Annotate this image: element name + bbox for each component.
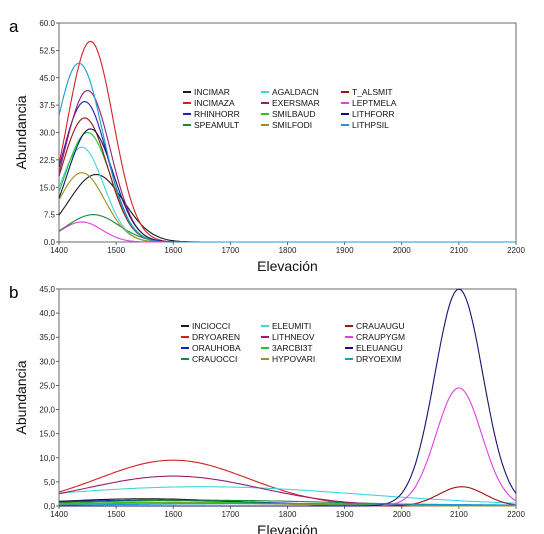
- legend-label: DRYOEXIM: [356, 354, 401, 364]
- legend-label: INCIMAZA: [194, 98, 235, 108]
- y-axis-label: Abundancia: [13, 95, 29, 169]
- y-tick-label: 0.0: [44, 238, 56, 247]
- legend-label: EXERSMAR: [272, 98, 320, 108]
- x-tick-label: 1900: [336, 246, 354, 255]
- legend-label: SMILBAUD: [272, 109, 315, 119]
- x-axis-label: Elevación: [257, 522, 318, 534]
- y-tick-label: 22.5: [39, 156, 55, 165]
- legend-label: CRAUAUGU: [356, 321, 405, 331]
- legend-label: LEPTMELA: [352, 98, 397, 108]
- panel-letter-a: a: [9, 17, 19, 36]
- x-tick-label: 2100: [450, 510, 468, 519]
- x-tick-label: 2200: [507, 246, 525, 255]
- x-tick-label: 2200: [507, 510, 525, 519]
- x-tick-label: 1700: [221, 246, 239, 255]
- y-tick-label: 45,0: [39, 285, 55, 294]
- x-tick-label: 1900: [336, 510, 354, 519]
- y-tick-label: 5,0: [44, 478, 56, 487]
- legend-label: LITHNEOV: [272, 332, 315, 342]
- x-axis-label: Elevación: [257, 258, 318, 274]
- y-tick-label: 45.0: [39, 74, 55, 83]
- legend-label: INCIMAR: [194, 87, 230, 97]
- legend-label: CRAUPYGM: [356, 332, 405, 342]
- legend-label: CRAUOCCI: [192, 354, 237, 364]
- x-tick-label: 2100: [450, 246, 468, 255]
- y-tick-label: 10,0: [39, 454, 55, 463]
- series-line-hypovari: [59, 502, 516, 507]
- legend-label: AGALDACN: [272, 87, 319, 97]
- y-tick-label: 7.5: [44, 211, 56, 220]
- legend-label: RHINHORR: [194, 109, 240, 119]
- series-line-t_alsmit: [58, 117, 516, 243]
- y-tick-label: 40,0: [39, 309, 55, 318]
- x-tick-label: 1600: [164, 246, 182, 255]
- x-tick-label: 1800: [279, 246, 297, 255]
- series-line-eleuangu: [59, 288, 517, 507]
- legend-label: ELEUANGU: [356, 343, 403, 353]
- series-line-agaldacn: [58, 146, 516, 243]
- x-tick-label: 1400: [50, 510, 68, 519]
- legend-label: SMILFODI: [272, 120, 312, 130]
- legend-label: T_ALSMIT: [352, 87, 393, 97]
- y-tick-label: 20,0: [39, 406, 55, 415]
- legend-label: INCIOCCI: [192, 321, 230, 331]
- legend-label: SPEAMULT: [194, 120, 239, 130]
- x-tick-label: 1500: [107, 510, 125, 519]
- y-axis-label: Abundancia: [13, 360, 29, 434]
- y-tick-label: 15,0: [39, 430, 55, 439]
- x-tick-label: 1800: [279, 510, 297, 519]
- series-line-lithforr: [58, 128, 516, 243]
- x-tick-label: 2000: [393, 510, 411, 519]
- y-tick-label: 37.5: [39, 101, 55, 110]
- x-tick-label: 1400: [50, 246, 68, 255]
- legend-label: HYPOVARI: [272, 354, 315, 364]
- series-line-dryoexim: [59, 503, 516, 506]
- y-tick-label: 35,0: [39, 333, 55, 342]
- x-tick-label: 2000: [393, 246, 411, 255]
- legend-label: DRYOAREN: [192, 332, 240, 342]
- y-tick-label: 52.5: [39, 46, 55, 55]
- y-tick-label: 15.0: [39, 183, 55, 192]
- y-tick-label: 30.0: [39, 129, 55, 138]
- legend-label: ORAUHOBA: [192, 343, 241, 353]
- series-line-eleumiti: [58, 486, 517, 504]
- y-tick-label: 60.0: [39, 19, 55, 28]
- panel-letter-b: b: [9, 283, 18, 302]
- x-tick-label: 1700: [221, 510, 239, 519]
- legend-label: 3ARCBI3T: [272, 343, 313, 353]
- legend-label: ELEUMITI: [272, 321, 311, 331]
- y-tick-label: 30,0: [39, 357, 55, 366]
- x-tick-label: 1600: [164, 510, 182, 519]
- y-tick-label: 25,0: [39, 381, 55, 390]
- legend-label: LITHFORR: [352, 109, 395, 119]
- series-line-lithpsil: [58, 62, 516, 243]
- y-tick-label: 0,0: [44, 502, 56, 511]
- legend-label: LITHPSIL: [352, 120, 389, 130]
- x-tick-label: 1500: [107, 246, 125, 255]
